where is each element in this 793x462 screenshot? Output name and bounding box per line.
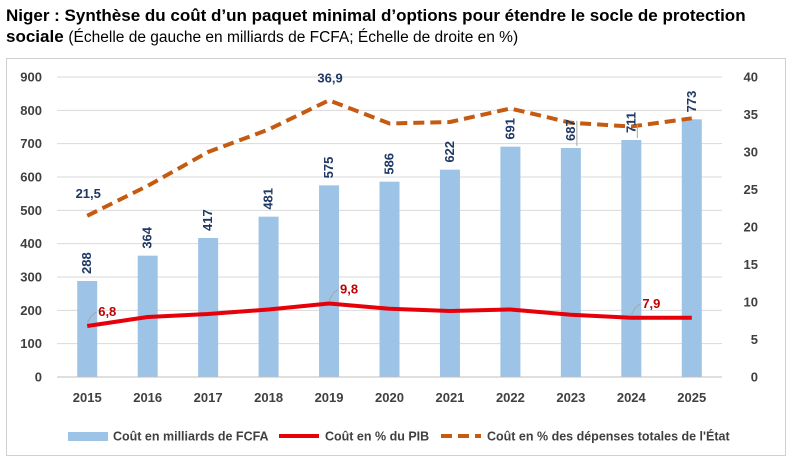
y-left-tick-label: 900 (20, 70, 42, 85)
bar-value-label: 481 (261, 188, 276, 210)
dep-value-label: 36,9 (317, 70, 342, 85)
x-tick-label: 2015 (73, 390, 102, 405)
legend: Coût en milliards de FCFA Coût en % du PI… (68, 429, 730, 444)
bar-value-label: 575 (321, 157, 336, 179)
y-right-tick-label: 35 (744, 107, 758, 122)
y-left-tick-label: 200 (20, 303, 42, 318)
bar (621, 140, 642, 377)
y-left-tick-label: 500 (20, 203, 42, 218)
chart-subtitle: (Échelle de gauche en milliards de FCFA;… (68, 29, 519, 46)
x-tick-label: 2017 (194, 390, 223, 405)
chart-title: Niger : Synthèse du coût d’un paquet min… (6, 5, 786, 48)
x-tick-label: 2016 (133, 390, 162, 405)
dep-line (86, 98, 693, 218)
bar-series (77, 119, 702, 377)
y-right-tick-label: 40 (744, 70, 758, 85)
y-right-tick-label: 25 (744, 182, 758, 197)
x-tick-label: 2022 (496, 390, 525, 405)
bar (77, 281, 98, 377)
bar-value-label: 687 (563, 119, 578, 141)
y-right-tick-label: 5 (751, 332, 758, 347)
pib-line (86, 301, 692, 328)
y-left-tick-label: 0 (35, 370, 42, 385)
data-labels: 288 364 417 481 575 586 622 691 687 711 773 6,8 9,8 7… (76, 70, 699, 324)
legend-label-pib: Coût en % du PIB (325, 430, 429, 444)
legend-label-dep: Coût en % des dépenses totales de l'État (487, 429, 730, 444)
bar-value-label: 288 (79, 252, 94, 274)
y-left-tick-label: 400 (20, 236, 42, 251)
y-left-tick-label: 100 (20, 336, 42, 351)
bar-value-label: 364 (140, 226, 155, 248)
y-right-tick-label: 15 (744, 257, 758, 272)
bar-value-label: 773 (684, 91, 699, 113)
y-left-tick-label: 700 (20, 136, 42, 151)
bar-value-label: 691 (502, 118, 517, 140)
y-left-tick-label: 300 (20, 270, 42, 285)
line-series (86, 98, 693, 328)
bar-value-label: 417 (200, 209, 215, 231)
y-left-tick-label: 800 (20, 103, 42, 118)
y-right-tick-label: 20 (744, 220, 758, 235)
y-right-tick-label: 30 (744, 145, 758, 160)
bar (500, 146, 521, 377)
x-tick-label: 2020 (375, 390, 404, 405)
bar (198, 238, 219, 377)
pib-label-connector (86, 311, 97, 324)
x-tick-label: 2019 (315, 390, 344, 405)
legend-label-bar: Coût en milliards de FCFA (113, 430, 269, 444)
x-tick-label: 2024 (617, 390, 647, 405)
bar (379, 181, 400, 377)
legend-swatch-bar (68, 432, 108, 441)
y-right-tick-label: 0 (751, 370, 758, 385)
bar (319, 185, 340, 377)
bar-value-label: 711 (623, 112, 638, 133)
dep-value-label: 21,5 (76, 186, 101, 201)
bar (258, 216, 279, 377)
pib-label-connector (328, 289, 339, 301)
x-tick-label: 2018 (254, 390, 283, 405)
chart-title-main: Niger : Synthèse du coût d’un paquet min… (6, 6, 746, 46)
bar (439, 169, 460, 377)
bar (681, 119, 702, 377)
bar-value-label: 622 (442, 141, 457, 163)
pib-value-label: 9,8 (340, 282, 358, 297)
y-left-tick-label: 600 (20, 170, 42, 185)
x-tick-label: 2021 (435, 390, 464, 405)
pib-label-connector (630, 303, 641, 315)
x-tick-label: 2025 (677, 390, 706, 405)
pib-value-label: 7,9 (642, 296, 660, 311)
pib-value-label: 6,8 (98, 304, 116, 319)
y-right-tick-label: 10 (744, 295, 758, 310)
bar (560, 148, 581, 377)
x-tick-label: 2023 (556, 390, 585, 405)
axes: 0100200300400500600700800900051015202530… (20, 70, 758, 406)
bar-value-label: 586 (382, 153, 397, 175)
